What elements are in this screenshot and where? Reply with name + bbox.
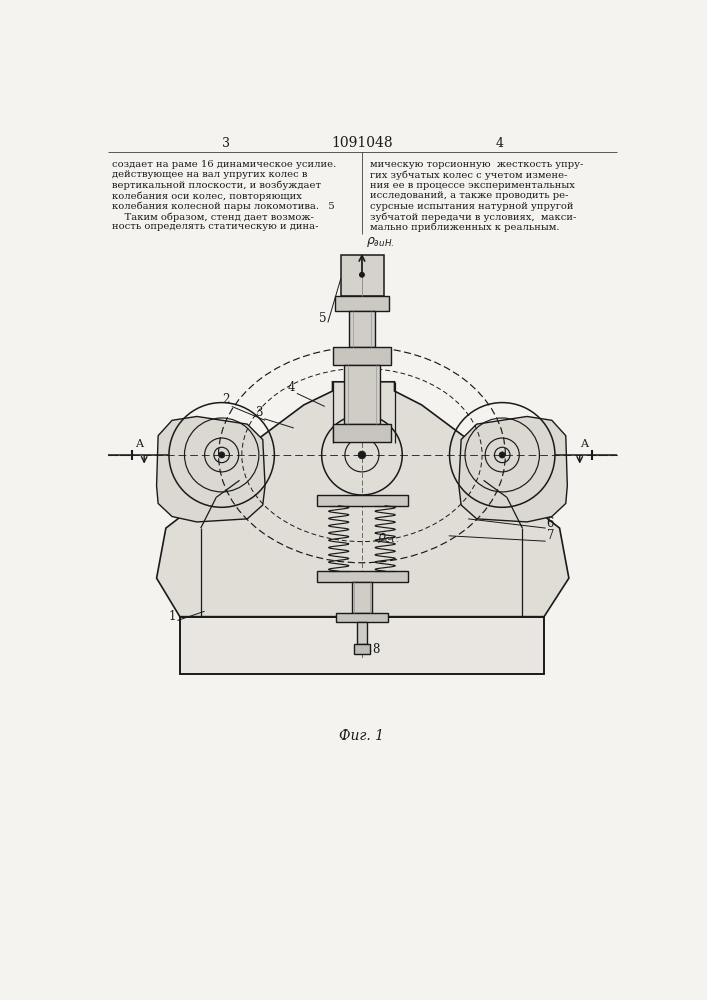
- Bar: [180, 617, 544, 674]
- Bar: [352, 582, 372, 613]
- Text: мическую торсионную  жесткость упру-: мическую торсионную жесткость упру-: [370, 160, 583, 169]
- Text: Таким образом, стенд дает возмож-: Таким образом, стенд дает возмож-: [112, 212, 313, 222]
- Text: вертикальной плоскости, и возбуждает: вертикальной плоскости, и возбуждает: [112, 181, 321, 190]
- Circle shape: [499, 452, 506, 458]
- Text: Фиг. 1: Фиг. 1: [339, 729, 385, 743]
- Text: гих зубчатых колес с учетом измене-: гих зубчатых колес с учетом измене-: [370, 170, 567, 180]
- Polygon shape: [156, 382, 569, 617]
- Text: колебания колесной пары локомотива.   5: колебания колесной пары локомотива. 5: [112, 202, 334, 211]
- Bar: [317, 495, 408, 506]
- Bar: [349, 311, 375, 347]
- Text: мально приближенных к реальным.: мально приближенных к реальным.: [370, 222, 559, 232]
- Text: A: A: [580, 439, 588, 449]
- Bar: [333, 424, 392, 442]
- Text: 6: 6: [547, 517, 554, 530]
- Text: 8: 8: [372, 643, 380, 656]
- Text: ность определять статическую и дина-: ность определять статическую и дина-: [112, 222, 318, 231]
- Text: 3: 3: [222, 137, 230, 150]
- Text: $\rho_{\partial u H.}$: $\rho_{\partial u H.}$: [366, 235, 394, 249]
- Text: ния ее в процессе экспериментальных: ния ее в процессе экспериментальных: [370, 181, 575, 190]
- Bar: [333, 347, 392, 365]
- Text: создает на раме 16 динамическое усилие.: создает на раме 16 динамическое усилие.: [112, 160, 336, 169]
- Text: 5: 5: [319, 312, 326, 325]
- Bar: [354, 644, 370, 654]
- Text: исследований, а также проводить ре-: исследований, а также проводить ре-: [370, 191, 568, 200]
- Bar: [180, 617, 544, 674]
- Circle shape: [360, 272, 364, 277]
- Text: 4: 4: [495, 137, 503, 150]
- Text: A: A: [136, 439, 144, 449]
- Text: зубчатой передачи в условиях,  макси-: зубчатой передачи в условиях, макси-: [370, 212, 576, 222]
- Text: 4: 4: [288, 381, 296, 394]
- Text: 2: 2: [223, 393, 230, 406]
- Bar: [344, 365, 380, 424]
- Bar: [335, 296, 389, 311]
- Text: 1: 1: [168, 610, 176, 624]
- Text: колебания оси колес, повторяющих: колебания оси колес, повторяющих: [112, 191, 301, 201]
- Polygon shape: [156, 416, 265, 522]
- Text: 3: 3: [255, 406, 262, 419]
- Circle shape: [358, 451, 366, 459]
- Text: сурсные испытания натурной упругой: сурсные испытания натурной упругой: [370, 202, 573, 211]
- Text: 7: 7: [547, 529, 554, 542]
- Polygon shape: [459, 416, 567, 522]
- Bar: [317, 571, 408, 582]
- Text: действующее на вал упругих колес в: действующее на вал упругих колес в: [112, 170, 307, 179]
- Bar: [337, 613, 387, 622]
- Text: $\rho_{c\tau.}$: $\rho_{c\tau.}$: [378, 531, 399, 545]
- Circle shape: [218, 452, 225, 458]
- Bar: [341, 255, 384, 296]
- Text: 1091048: 1091048: [331, 136, 393, 150]
- Bar: [356, 622, 368, 644]
